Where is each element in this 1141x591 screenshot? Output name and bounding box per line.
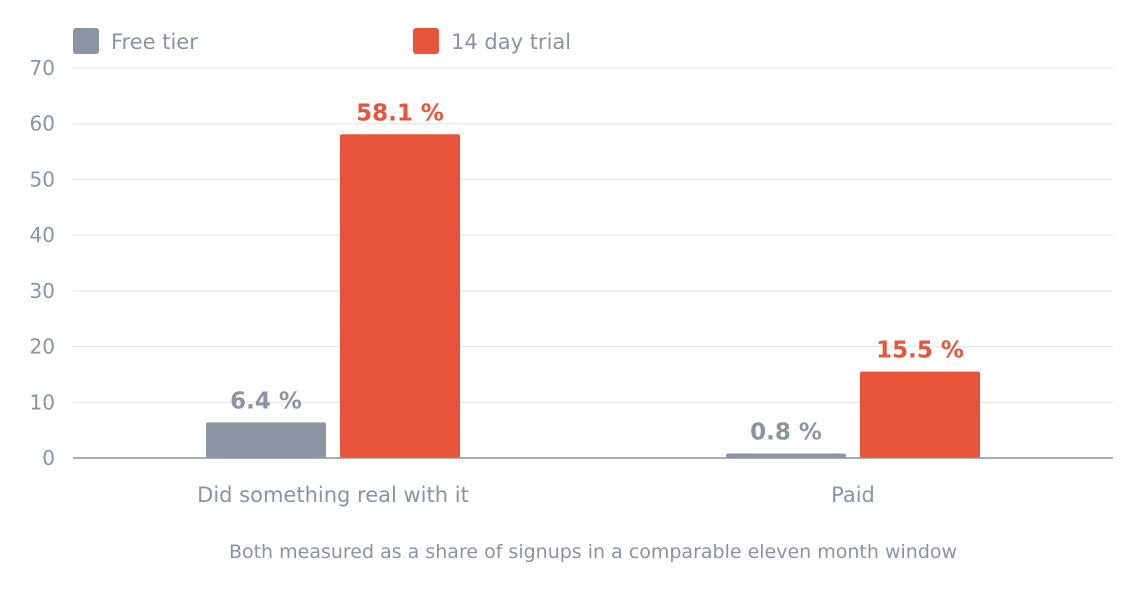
legend-item-14-day-trial: 14 day trial — [413, 28, 571, 54]
bar-14-day-trial-0 — [340, 134, 460, 459]
grid-lines — [73, 67, 1113, 403]
data-label: 6.4 % — [230, 388, 302, 414]
bars — [206, 134, 980, 459]
data-label: 0.8 % — [750, 420, 822, 446]
legend-label: Free tier — [111, 30, 198, 54]
y-tick-label: 0 — [42, 446, 55, 470]
x-category-label: Paid — [831, 483, 875, 507]
data-label: 15.5 % — [876, 338, 964, 364]
bar-free-tier-1 — [726, 453, 846, 458]
legend-swatch — [413, 28, 439, 54]
y-tick-label: 20 — [30, 335, 55, 359]
legend-swatch — [73, 28, 99, 54]
data-labels: 6.4 % 58.1 % 0.8 % 15.5 % — [230, 100, 964, 445]
y-tick-label: 30 — [30, 279, 55, 303]
y-axis-ticks: 0 10 20 30 40 50 60 70 — [30, 56, 55, 470]
bar-free-tier-0 — [206, 422, 326, 458]
y-tick-label: 40 — [30, 223, 55, 247]
y-tick-label: 10 — [30, 390, 55, 414]
legend: Free tier 14 day trial — [73, 28, 571, 54]
y-tick-label: 50 — [30, 167, 55, 191]
chart-footnote: Both measured as a share of signups in a… — [229, 541, 957, 563]
x-axis-categories: Did something real with it Paid — [197, 483, 875, 507]
legend-label: 14 day trial — [451, 30, 571, 54]
y-tick-label: 60 — [30, 112, 55, 136]
bar-14-day-trial-1 — [860, 371, 980, 458]
x-category-label: Did something real with it — [197, 483, 469, 507]
y-tick-label: 70 — [30, 56, 55, 80]
legend-item-free-tier: Free tier — [73, 28, 198, 54]
data-label: 58.1 % — [356, 100, 444, 126]
